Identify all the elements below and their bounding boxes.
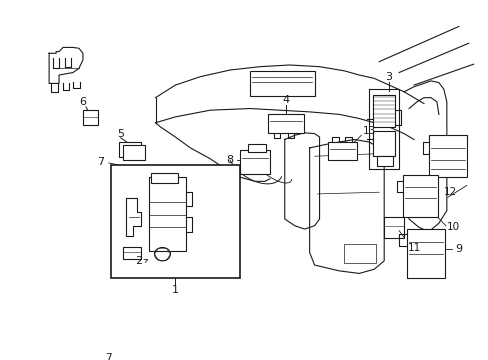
Text: 8: 8 — [226, 156, 233, 166]
Text: 13: 13 — [362, 126, 375, 136]
Bar — [122, 145, 144, 161]
Bar — [240, 150, 269, 174]
Text: 3: 3 — [385, 72, 392, 82]
Bar — [83, 110, 98, 125]
Text: 7: 7 — [105, 353, 112, 360]
Bar — [402, 175, 437, 217]
Text: 9: 9 — [454, 244, 461, 254]
Text: 2: 2 — [135, 256, 142, 266]
Bar — [119, 142, 141, 157]
Bar — [327, 142, 357, 161]
Bar — [372, 95, 394, 127]
Bar — [148, 177, 186, 251]
Text: 11: 11 — [407, 243, 420, 253]
Bar — [267, 114, 303, 133]
Bar — [376, 156, 392, 166]
Bar — [372, 131, 394, 156]
Text: 6: 6 — [79, 97, 86, 107]
Bar — [122, 247, 141, 259]
Bar — [428, 135, 466, 177]
Text: 1: 1 — [172, 285, 179, 295]
Text: 10: 10 — [447, 222, 459, 233]
Polygon shape — [309, 139, 384, 273]
Text: 5: 5 — [117, 129, 124, 139]
Bar — [344, 244, 375, 262]
Text: 12: 12 — [443, 187, 456, 197]
Bar — [249, 71, 314, 96]
Bar — [247, 144, 265, 152]
Bar — [384, 217, 403, 238]
Bar — [150, 173, 178, 183]
Bar — [406, 229, 444, 278]
Text: 7: 7 — [97, 157, 104, 167]
Text: 4: 4 — [282, 95, 289, 105]
Bar — [111, 165, 240, 278]
